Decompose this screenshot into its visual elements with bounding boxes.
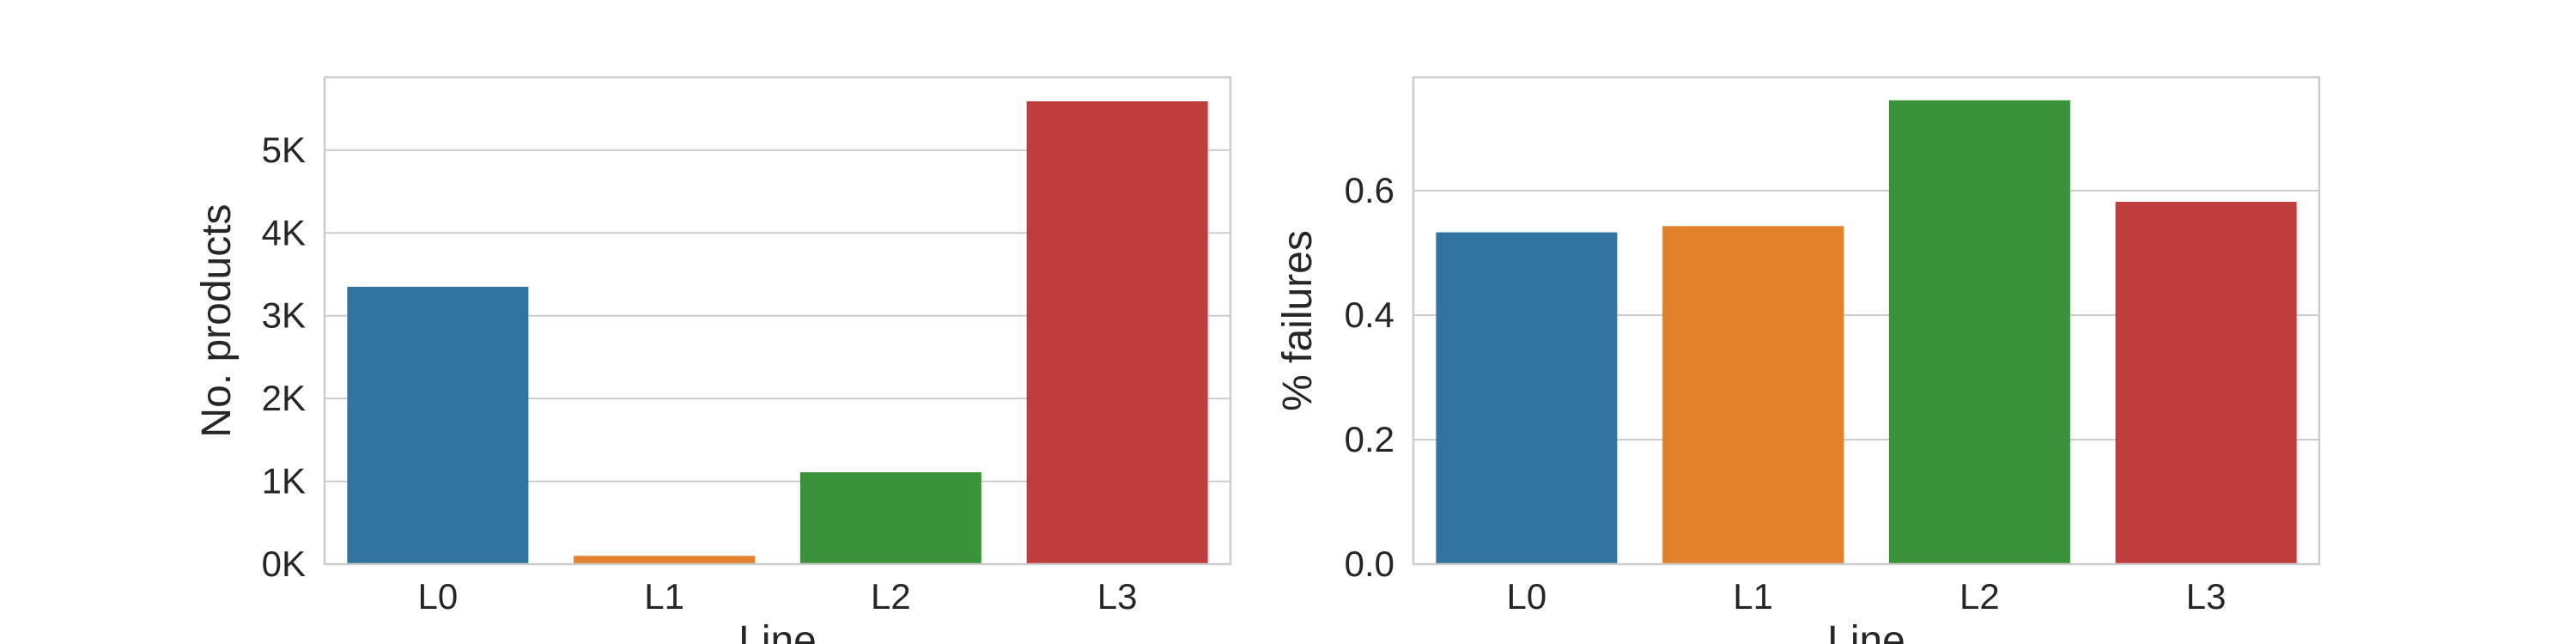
bar-l0 — [1436, 232, 1618, 564]
y-tick-label: 3K — [262, 295, 306, 336]
x-tick-label: L0 — [1507, 576, 1547, 617]
bar-l0 — [347, 286, 529, 564]
y-tick-label: 0.4 — [1345, 295, 1394, 335]
bar-l3 — [1026, 100, 1208, 564]
y-tick-label: 0.2 — [1345, 419, 1394, 459]
bar-l1 — [1662, 226, 1844, 564]
chart-products-per-line: 0K 1K 2K 3K 4K 5K L0 L1 L2 L3 No. products Line — [194, 76, 1232, 644]
bar-l2 — [799, 471, 981, 564]
bar-l1 — [574, 556, 756, 564]
y-tick-label: 1K — [262, 461, 306, 501]
x-tick-label: L0 — [418, 576, 459, 617]
x-axis-label: Line — [1827, 618, 1905, 644]
y-axis-label: No. products — [194, 204, 240, 437]
y-tick-label: 0.6 — [1345, 170, 1394, 210]
y-axis-label: % failures — [1275, 230, 1321, 411]
axes-frame — [1412, 76, 2321, 566]
chart-failure-rate-per-line: 0.0 0.2 0.4 0.6 L0 L1 L2 L3 % failures Line — [1275, 76, 2321, 644]
x-tick-label: L1 — [644, 576, 684, 617]
bar-l3 — [2115, 202, 2297, 564]
x-tick-label: L2 — [1959, 576, 2000, 617]
y-tick-label: 2K — [262, 378, 306, 418]
y-tick-label: 5K — [262, 130, 306, 170]
x-axis-label: Line — [738, 618, 817, 644]
y-tick-label: 0K — [262, 544, 306, 584]
x-tick-label: L3 — [1097, 576, 1138, 617]
y-tick-label: 4K — [262, 212, 306, 252]
x-tick-label: L2 — [871, 576, 911, 617]
y-tick-label: 0.0 — [1345, 544, 1394, 584]
x-tick-label: L3 — [2186, 576, 2227, 617]
bar-l2 — [1888, 100, 2070, 564]
axes-frame — [323, 76, 1232, 566]
x-tick-label: L1 — [1733, 576, 1773, 617]
